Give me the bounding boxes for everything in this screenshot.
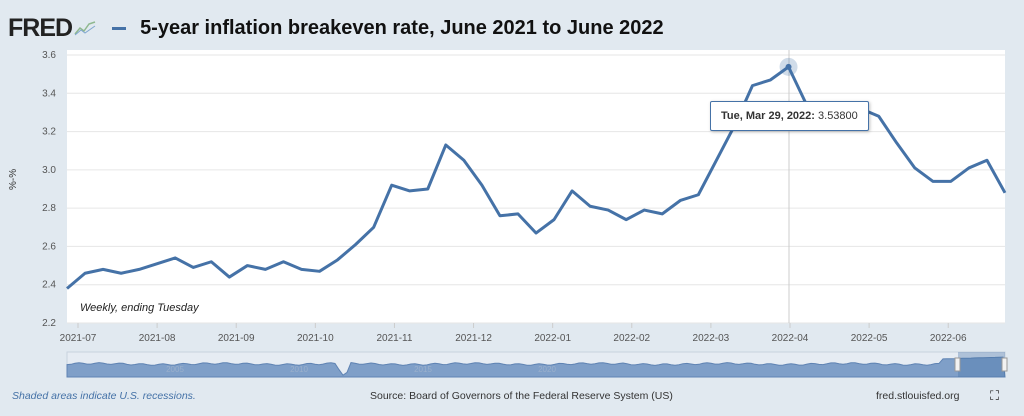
y-tick-label: 3.6 xyxy=(42,50,56,61)
x-tick-label: 2021-09 xyxy=(218,333,255,344)
chart-title: 5-year inflation breakeven rate, June 20… xyxy=(140,16,664,39)
navigator-label: 2020 xyxy=(538,365,556,374)
data-point[interactable] xyxy=(785,63,792,70)
x-tick-label: 2022-04 xyxy=(772,333,809,344)
y-tick-label: 2.2 xyxy=(42,318,56,329)
source-text: Source: Board of Governors of the Federa… xyxy=(370,390,673,402)
x-tick-label: 2021-08 xyxy=(139,333,176,344)
tooltip-date: Tue, Mar 29, 2022: xyxy=(721,110,815,122)
y-tick-label: 3.0 xyxy=(42,165,56,176)
x-tick-label: 2021-12 xyxy=(455,333,492,344)
navigator-handle-left[interactable] xyxy=(954,357,961,372)
x-tick-label: 2022-06 xyxy=(930,333,967,344)
tooltip-value: 3.53800 xyxy=(818,110,858,122)
y-tick-label: 3.2 xyxy=(42,127,56,138)
x-tick-label: 2022-02 xyxy=(613,333,650,344)
tooltip: Tue, Mar 29, 2022: 3.53800 xyxy=(710,101,869,131)
x-tick-label: 2021-07 xyxy=(60,333,97,344)
y-axis-label: %-% xyxy=(8,168,19,190)
navigator[interactable]: 2005 2010 2015 2020 xyxy=(66,351,1008,378)
x-tick-label: 2022-01 xyxy=(534,333,571,344)
frequency-note: Weekly, ending Tuesday xyxy=(80,302,199,314)
chart-logo-icon xyxy=(74,21,96,36)
fred-logo[interactable]: FRED xyxy=(8,13,73,42)
navigator-label: 2005 xyxy=(166,365,184,374)
x-tick-label: 2022-05 xyxy=(851,333,888,344)
navigator-label: 2015 xyxy=(414,365,432,374)
recession-note-link[interactable]: Shaded areas indicate U.S. recessions. xyxy=(12,390,196,402)
navigator-area xyxy=(66,356,1006,378)
plot-area xyxy=(67,50,1005,323)
fullscreen-icon[interactable]: ⛶ xyxy=(990,388,1000,403)
navigator-handle-right[interactable] xyxy=(1001,357,1008,372)
y-tick-label: 2.8 xyxy=(42,203,56,214)
navigator-selection[interactable] xyxy=(958,352,1005,377)
x-tick-label: 2021-10 xyxy=(297,333,334,344)
navigator-label: 2010 xyxy=(290,365,308,374)
site-link[interactable]: fred.stlouisfed.org xyxy=(876,390,960,402)
series-legend-swatch xyxy=(112,26,127,30)
y-tick-label: 2.4 xyxy=(42,280,56,291)
x-tick-label: 2021-11 xyxy=(376,333,412,344)
x-tick-label: 2022-03 xyxy=(693,333,730,344)
chart-header: FRED 5-year inflation breakeven rate, Ju… xyxy=(8,10,664,46)
y-tick-label: 3.4 xyxy=(42,88,56,99)
y-tick-label: 2.6 xyxy=(42,241,56,252)
